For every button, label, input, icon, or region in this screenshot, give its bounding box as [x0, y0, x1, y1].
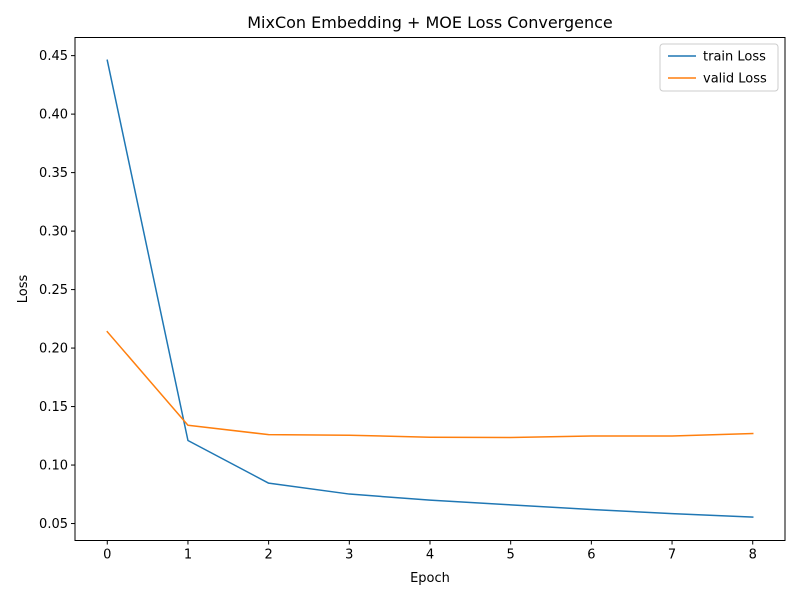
x-tick-label: 5 [507, 548, 515, 563]
legend: train Loss valid Loss [659, 43, 779, 92]
y-axis-label: Loss [16, 275, 31, 304]
y-tick-label: 0.35 [39, 166, 68, 181]
series-layer [106, 59, 754, 518]
legend-items: train Loss valid Loss [668, 50, 767, 87]
x-axis-label: Epoch [410, 571, 450, 586]
x-tick-label: 4 [426, 548, 434, 563]
x-tick-label: 0 [103, 548, 111, 563]
y-tick-label: 0.15 [39, 400, 68, 415]
y-tick-label: 0.20 [39, 342, 68, 357]
x-tick-label: 3 [345, 548, 353, 563]
x-tick-label: 6 [587, 548, 595, 563]
x-tick-label: 1 [184, 548, 192, 563]
chart-title: MixCon Embedding + MOE Loss Convergence [247, 13, 613, 32]
series-line-train-loss [106, 59, 754, 518]
x-tick-label: 7 [668, 548, 676, 563]
legend-label: train Loss [703, 50, 766, 65]
y-tick-label: 0.30 [39, 225, 68, 240]
y-tick-label: 0.25 [39, 283, 68, 298]
y-tick-label: 0.40 [39, 108, 68, 123]
y-tick-label: 0.45 [39, 49, 68, 64]
x-axis-ticks: 0 1 2 3 4 5 6 7 8 [103, 540, 757, 563]
plot-frame [74, 37, 786, 541]
legend-label: valid Loss [703, 72, 767, 87]
y-tick-label: 0.10 [39, 459, 68, 474]
x-tick-label: 2 [264, 548, 272, 563]
series-line-valid-loss [106, 330, 754, 439]
y-tick-label: 0.05 [39, 517, 68, 532]
y-axis-ticks: 0.05 0.10 0.15 0.20 0.25 0.30 0.35 0.40 0.45 [39, 49, 75, 532]
x-tick-label: 8 [749, 548, 757, 563]
